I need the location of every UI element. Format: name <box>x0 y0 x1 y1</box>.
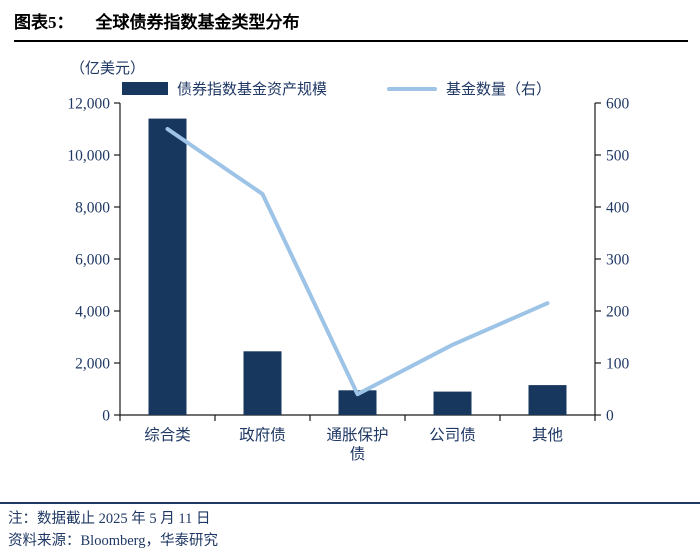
x-axis-category-label: 其他 <box>532 426 563 444</box>
fund-count-line <box>165 127 550 397</box>
right-axis-tick-label: 300 <box>606 252 630 269</box>
right-axis-tick-label: 400 <box>606 200 630 217</box>
left-axis-tick-label: 4,000 <box>75 304 110 321</box>
chart-number-label: 图表5： <box>14 13 74 32</box>
legend-line-label: 基金数量（右） <box>446 82 552 98</box>
asset-scale-bar-1 <box>243 351 282 415</box>
footer-source: 资料来源：Bloomberg，华泰研究 <box>8 532 218 549</box>
legend: 债券指数基金资产规模 基金数量（右） <box>122 78 551 99</box>
x-axis-category-label: 债 <box>350 445 366 463</box>
left-axis-tick-label: 10,000 <box>67 148 110 165</box>
x-axis-category-label: 政府债 <box>239 426 286 444</box>
chart-footer: 注：数据截止 2025 年 5 月 11 日 资料来源：Bloomberg，华泰… <box>0 502 700 553</box>
legend-line-swatch <box>387 86 438 91</box>
right-axis-tick-label: 500 <box>606 148 630 165</box>
legend-item-bar-series: 债券指数基金资产规模 <box>122 78 327 99</box>
x-axis-category-label: 公司债 <box>429 426 476 444</box>
left-axis-tick-label: 6,000 <box>75 252 110 269</box>
left-axis-tick-label: 0 <box>102 408 110 425</box>
left-axis-unit-label: （亿美元） <box>70 61 146 77</box>
legend-item-line-series: 基金数量（右） <box>387 78 551 99</box>
right-axis-tick-label: 0 <box>606 408 614 425</box>
right-axis-tick-label: 600 <box>606 96 630 113</box>
left-axis-tick-label: 12,000 <box>67 96 110 113</box>
chart-title: 全球债券指数基金类型分布 <box>95 13 300 32</box>
x-axis-category-label: 通胀保护 <box>326 426 388 444</box>
left-axis-tick-label: 2,000 <box>75 356 110 373</box>
right-axis-tick-label: 200 <box>606 304 630 321</box>
footer-note: 注：数据截止 2025 年 5 月 11 日 <box>8 511 211 527</box>
asset-scale-bar-3 <box>433 391 472 415</box>
legend-bar-label: 债券指数基金资产规模 <box>177 82 328 98</box>
left-axis-tick-label: 8,000 <box>75 200 110 217</box>
right-axis-tick-label: 100 <box>606 356 630 373</box>
asset-scale-bar-4 <box>528 385 567 415</box>
chart-header: 图表5： 全球债券指数基金类型分布 <box>14 8 688 42</box>
x-axis-category-label: 综合类 <box>144 426 191 444</box>
legend-bar-swatch <box>122 82 168 95</box>
asset-scale-bar-0 <box>148 118 187 415</box>
combo-chart: 0 2,000 4,000 6,000 8,000 10,000 12,000 0 100 200… <box>67 96 630 464</box>
